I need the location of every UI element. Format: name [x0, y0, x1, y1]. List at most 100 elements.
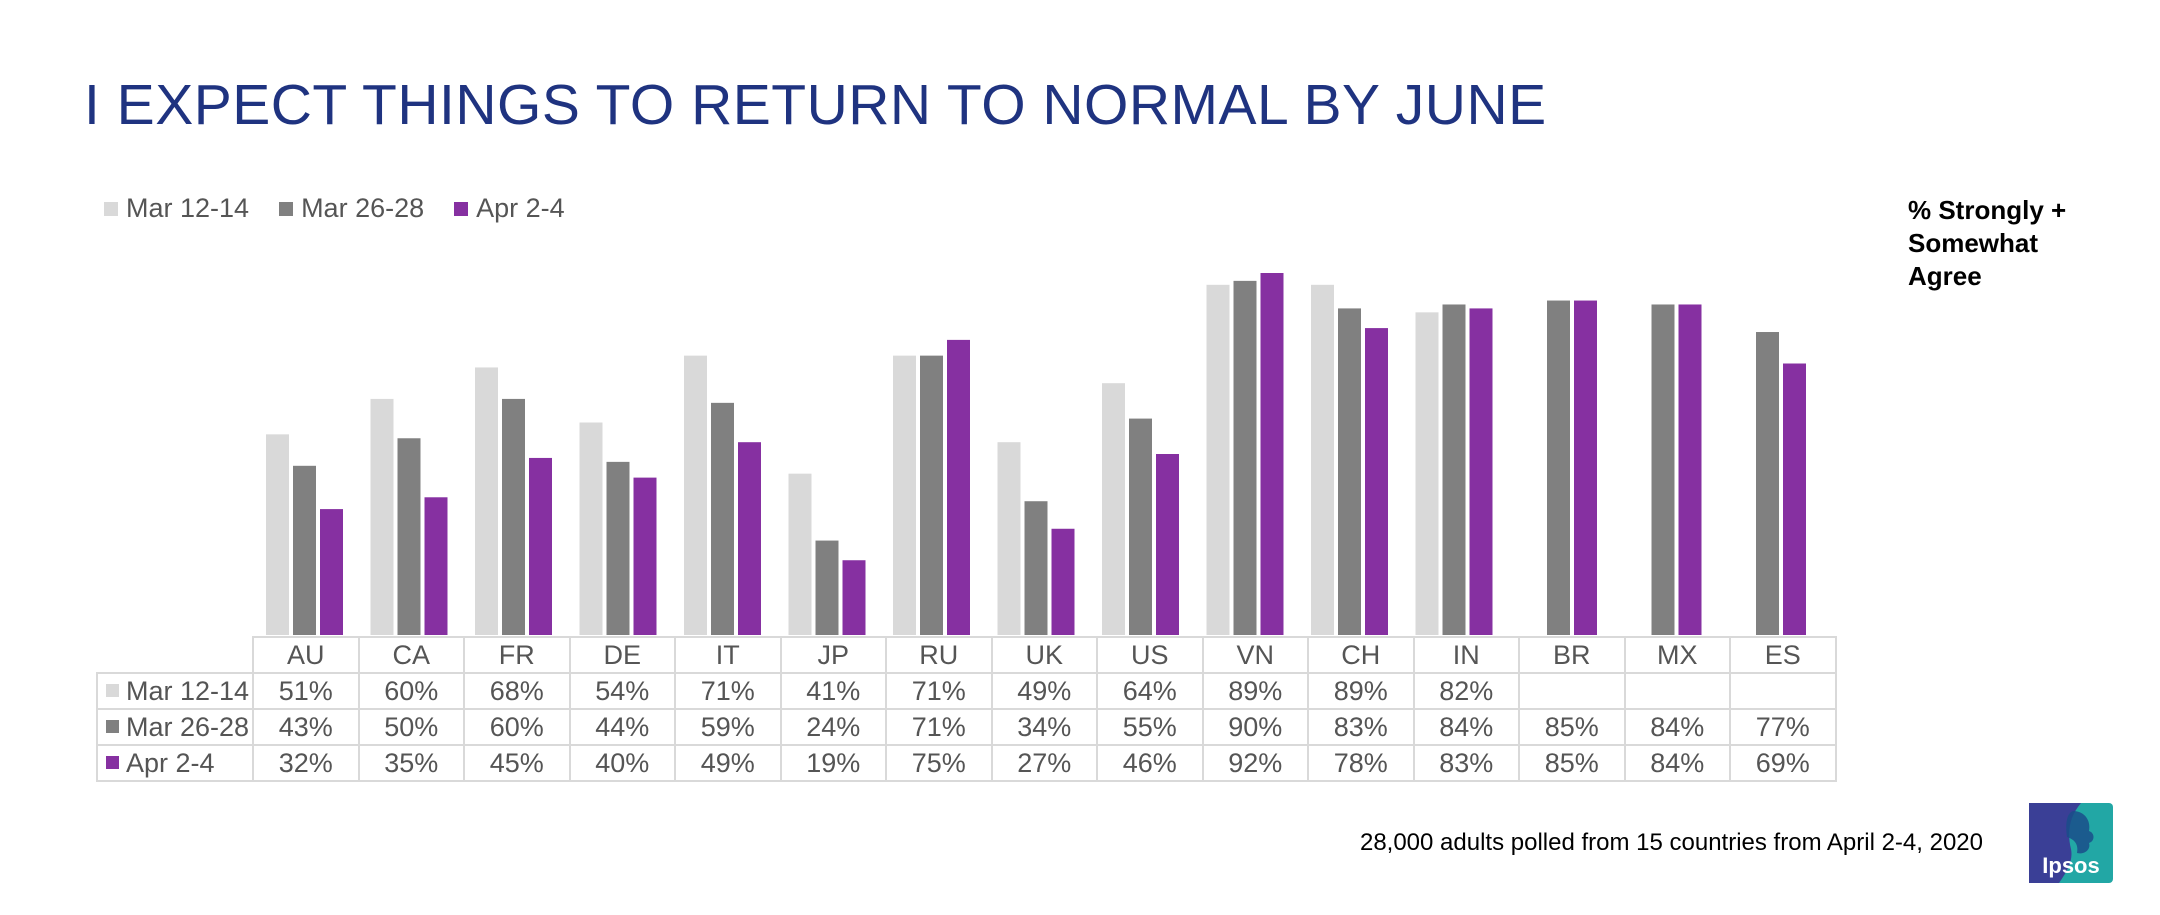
bar-jp-series-1 [788, 473, 812, 635]
logo-text: Ipsos [2042, 853, 2099, 878]
table-row: Mar 26-28 43% 50% 60% 44% 59% 24% 71% 34% 55% 90% 8… [96, 708, 1837, 746]
data-label: 90% [1201, 708, 1309, 746]
bar-br-series-3 [1574, 300, 1597, 635]
data-label: 45% [463, 744, 571, 782]
bar-au-series-1 [266, 434, 289, 635]
bar-fr-series-2 [502, 398, 525, 635]
category-label: BR [1518, 636, 1626, 674]
legend-swatch [104, 201, 118, 216]
table-row-label: Apr 2-4 [96, 744, 254, 782]
legend-swatch [454, 201, 469, 216]
bar-chart [266, 273, 1806, 635]
bar-us-series-1 [1102, 383, 1125, 635]
category-label: VN [1201, 636, 1309, 674]
data-label: 82% [1412, 672, 1520, 710]
row-swatch [106, 719, 119, 733]
bar-br-series-2 [1547, 300, 1570, 635]
data-label: 84% [1412, 708, 1520, 746]
bar-de-series-2 [606, 461, 630, 635]
data-label: 34% [990, 708, 1098, 746]
data-label: 89% [1307, 672, 1415, 710]
bar-uk-series-3 [1051, 528, 1075, 635]
bar-jp-series-3 [842, 560, 866, 635]
bar-in-series-2 [1442, 304, 1466, 635]
category-label: FR [463, 636, 571, 674]
category-label: IN [1412, 636, 1520, 674]
bar-jp-series-2 [815, 540, 839, 635]
legend-item-mar-26-28: Mar 26-28 [279, 193, 424, 224]
footnote: 28,000 adults polled from 15 countries f… [1359, 829, 1983, 856]
bar-us-series-3 [1156, 454, 1179, 635]
page-title: I EXPECT THINGS TO RETURN TO NORMAL BY J… [84, 73, 1547, 137]
bar-fr-series-1 [475, 367, 498, 635]
data-label: 35% [357, 744, 465, 782]
data-label: 49% [990, 672, 1098, 710]
data-label: 83% [1412, 744, 1520, 782]
bar-ch-series-1 [1311, 284, 1334, 635]
bar-au-series-2 [293, 465, 316, 635]
data-label: 19% [779, 744, 887, 782]
data-label: 60% [463, 708, 571, 746]
data-label: 92% [1201, 744, 1309, 782]
bar-in-series-1 [1415, 312, 1439, 635]
data-label: 49% [674, 744, 782, 782]
table-header-row: AU CA FR DE IT JP RU UK US VN CH IN BR MX ES [97, 636, 1837, 674]
legend-item-mar-12-14: Mar 12-14 [104, 193, 249, 224]
category-label: AU [252, 636, 360, 674]
bar-ch-series-3 [1365, 328, 1388, 635]
bar-mx-series-3 [1678, 304, 1702, 635]
data-label: 85% [1518, 744, 1626, 782]
data-label: 32% [252, 744, 360, 782]
bar-ca-series-1 [370, 398, 394, 635]
bar-au-series-3 [320, 509, 343, 635]
bar-ru-series-1 [893, 355, 916, 635]
bar-ch-series-2 [1338, 308, 1361, 635]
bar-ru-series-3 [947, 339, 970, 635]
bar-vn-series-3 [1260, 273, 1284, 635]
data-label: 44% [568, 708, 676, 746]
table-corner [97, 637, 253, 673]
data-label: 43% [252, 708, 360, 746]
category-label: MX [1623, 636, 1731, 674]
data-label [1729, 672, 1837, 710]
chart-note: % Strongly + Somewhat Agree [1908, 195, 2067, 291]
data-label: 85% [1518, 708, 1626, 746]
row-series-name: Mar 26-28 [126, 711, 250, 742]
bar-it-series-2 [711, 402, 734, 635]
data-label: 41% [779, 672, 887, 710]
logo-head-icon [2066, 811, 2094, 854]
category-label: UK [990, 636, 1098, 674]
row-series-name: Apr 2-4 [126, 747, 215, 778]
bar-ru-series-2 [920, 355, 943, 635]
data-label: 77% [1729, 708, 1837, 746]
data-label: 51% [252, 672, 360, 710]
table-row: Mar 12-14 51% 60% 68% 54% 71% 41% 71% 49% 64% 89% 8… [96, 672, 1837, 710]
data-label: 78% [1307, 744, 1415, 782]
legend-label: Mar 26-28 [301, 193, 425, 223]
bar-vn-series-2 [1233, 280, 1257, 635]
data-label: 68% [463, 672, 571, 710]
bar-es-series-2 [1756, 332, 1779, 635]
category-label: JP [779, 636, 887, 674]
data-label: 50% [357, 708, 465, 746]
bar-it-series-1 [684, 355, 707, 635]
data-label: 55% [1096, 708, 1204, 746]
bar-ca-series-2 [397, 438, 421, 635]
bar-ca-series-3 [424, 497, 448, 635]
data-label: 71% [674, 672, 782, 710]
bar-es-series-3 [1783, 363, 1806, 635]
data-label [1623, 672, 1731, 710]
category-label: US [1096, 636, 1204, 674]
row-swatch [106, 683, 119, 697]
bar-uk-series-1 [997, 442, 1021, 635]
bar-de-series-1 [579, 422, 603, 635]
bar-vn-series-1 [1206, 284, 1230, 635]
data-label: 71% [885, 708, 993, 746]
legend-swatch [279, 201, 294, 216]
category-label: CH [1307, 636, 1415, 674]
row-swatch [106, 755, 119, 769]
ipsos-logo: Ipsos [2029, 803, 2113, 883]
bar-us-series-2 [1129, 418, 1152, 635]
data-table: AU CA FR DE IT JP RU UK US VN CH IN BR MX ES Mar 12-14 5… [96, 636, 1837, 782]
data-label: 64% [1096, 672, 1204, 710]
